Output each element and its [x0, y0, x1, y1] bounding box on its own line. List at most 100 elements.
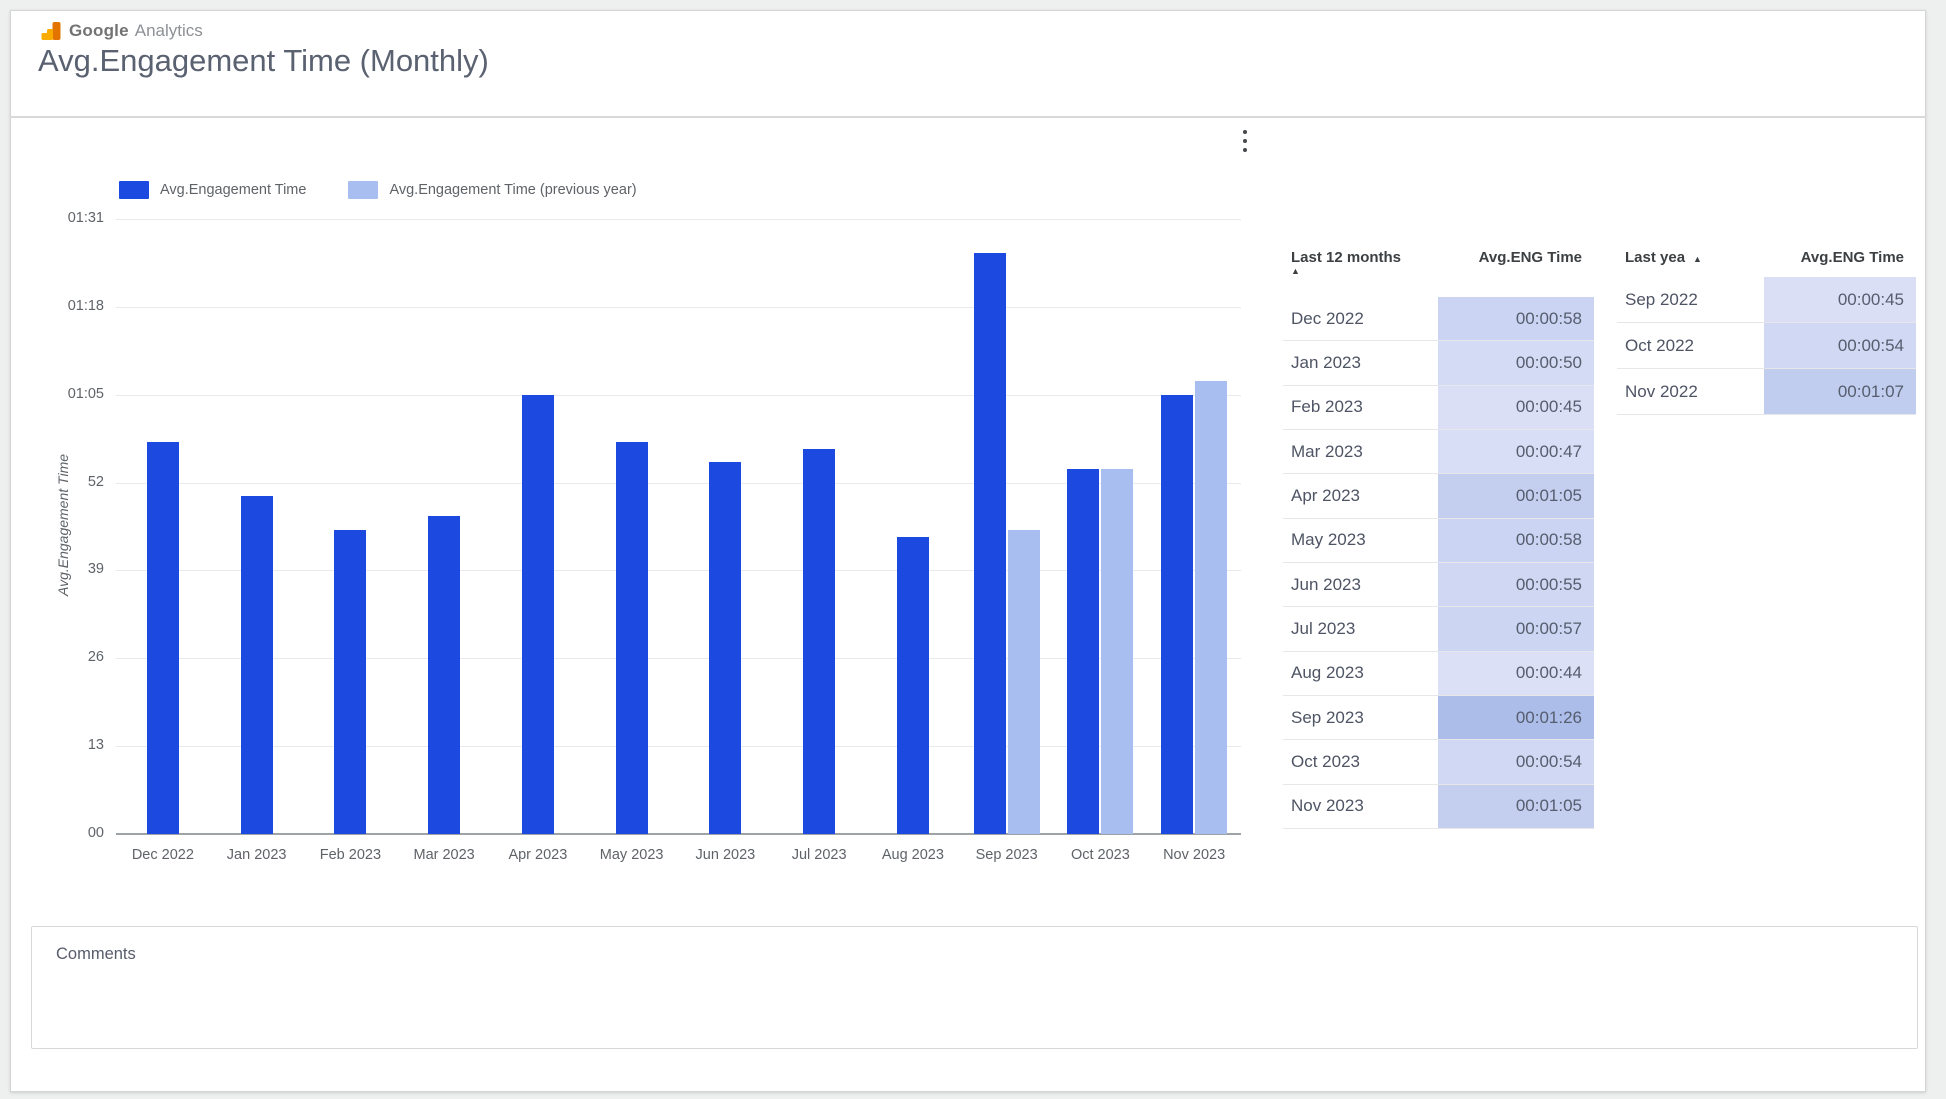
bar-current[interactable] — [146, 442, 179, 834]
kebab-dot — [1243, 130, 1247, 134]
engagement-time-cell: 00:01:05 — [1438, 784, 1594, 828]
x-axis-label: Jun 2023 — [695, 847, 756, 863]
engagement-time-cell: 00:01:26 — [1438, 695, 1594, 740]
x-axis-label: Nov 2023 — [1163, 847, 1226, 863]
y-axis-tick-label: 26 — [87, 649, 104, 666]
engagement-time-cell: 00:00:45 — [1438, 385, 1594, 429]
month-cell: Nov 2023 — [1291, 796, 1364, 816]
table-header-row: Last yea ▲ Avg.ENG Time — [1617, 249, 1916, 277]
x-axis-label: May 2023 — [599, 847, 664, 863]
engagement-time-cell: 00:00:58 — [1438, 297, 1594, 341]
header-divider — [11, 116, 1925, 118]
x-axis-label: Dec 2022 — [131, 847, 194, 863]
y-axis-tick-label: 01:31 — [67, 210, 104, 226]
bar-current[interactable] — [803, 448, 836, 834]
chart-plot-area: 00 13 26 39 52 01:05 01:18 01:31 Dec 2022 Jan 202… — [68, 210, 1241, 863]
y-axis-tick-label: 52 — [87, 473, 104, 490]
chart-legend: Avg.Engagement Time Avg.Engagement Time (… — [119, 181, 637, 199]
kebab-dot — [1243, 139, 1247, 143]
gridline — [116, 482, 1241, 484]
legend-item: Avg.Engagement Time (previous year) — [348, 181, 637, 199]
bar-current[interactable] — [709, 462, 742, 834]
table-row: May 2023 00:00:58 — [1283, 518, 1594, 563]
bar-current[interactable] — [334, 529, 367, 834]
legend-label: Avg.Engagement Time (previous year) — [389, 182, 637, 198]
legend-swatch — [119, 181, 149, 199]
month-cell: Apr 2023 — [1291, 485, 1360, 505]
month-cell: Oct 2023 — [1291, 751, 1360, 771]
engagement-time-cell: 00:00:54 — [1764, 323, 1916, 368]
kebab-dot — [1243, 148, 1247, 152]
value-column-header[interactable]: Avg.ENG Time — [1478, 249, 1582, 266]
engagement-time-cell: 00:00:54 — [1438, 740, 1594, 784]
table-row: Mar 2023 00:00:47 — [1283, 429, 1594, 475]
bar-current[interactable] — [1067, 469, 1100, 834]
report-card: Google Analytics Avg.Engagement Time (Mo… — [10, 10, 1926, 1092]
sort-ascending-icon: ▲ — [1693, 254, 1702, 264]
table-row: Dec 2022 00:00:58 — [1283, 297, 1594, 342]
engagement-time-cell: 00:01:05 — [1438, 474, 1594, 518]
legend-swatch — [348, 181, 379, 199]
y-axis-tick-label: 39 — [87, 561, 104, 578]
data-table: Last 12 months ▲ Avg.ENG Time Dec 2022 00:00… — [1283, 249, 1594, 829]
gridline — [116, 219, 1241, 220]
bar-current[interactable] — [896, 536, 929, 834]
month-cell: Aug 2023 — [1291, 663, 1364, 683]
month-cell: Jun 2023 — [1291, 574, 1361, 594]
engagement-time-cell: 00:00:50 — [1438, 341, 1594, 385]
month-cell: Jan 2023 — [1291, 352, 1361, 372]
sort-column-header[interactable]: Last 12 months ▲ — [1283, 249, 1438, 277]
engagement-time-cell: 00:01:07 — [1764, 369, 1916, 414]
value-column-header[interactable]: Avg.ENG Time — [1800, 249, 1904, 266]
engagement-time-cell: 00:00:44 — [1438, 651, 1594, 695]
gridline — [116, 746, 1241, 748]
table-header-row: Last 12 months ▲ Avg.ENG Time — [1283, 249, 1594, 297]
x-axis-label: Mar 2023 — [413, 847, 475, 863]
table-row: Jan 2023 00:00:50 — [1283, 341, 1594, 386]
y-axis-tick-label: 01:18 — [67, 297, 104, 314]
y-axis-tick-label: 01:05 — [67, 385, 104, 402]
month-cell: Feb 2023 — [1291, 397, 1363, 417]
x-axis-label: Aug 2023 — [881, 847, 944, 863]
table-row: Nov 2023 00:01:05 — [1283, 784, 1594, 829]
bar-current[interactable] — [1161, 394, 1194, 834]
month-cell: Mar 2023 — [1291, 441, 1363, 461]
more-options-button[interactable] — [1229, 117, 1261, 165]
month-cell: Dec 2022 — [1291, 308, 1364, 328]
month-cell: Sep 2022 — [1625, 289, 1698, 309]
gridline — [116, 570, 1241, 572]
x-axis-label: Apr 2023 — [508, 847, 568, 863]
x-axis-label: Oct 2023 — [1070, 847, 1130, 863]
bar-previous-year[interactable] — [1007, 529, 1040, 834]
page-title: Avg.Engagement Time (Monthly) — [38, 43, 489, 78]
table-row: Jun 2023 00:00:55 — [1283, 562, 1594, 608]
bar-current[interactable] — [240, 496, 273, 834]
month-cell: Jul 2023 — [1291, 618, 1356, 638]
sort-column-header[interactable]: Last yea ▲ — [1625, 249, 1702, 266]
comments-box[interactable]: Comments — [31, 926, 1918, 1049]
brand: Google Analytics — [39, 19, 203, 43]
y-axis-tick-label: 13 — [87, 737, 104, 754]
sort-ascending-icon: ▲ — [1291, 266, 1300, 276]
table-row: Nov 2022 00:01:07 — [1617, 369, 1916, 415]
bar-current[interactable] — [521, 394, 554, 834]
table-row: Sep 2023 00:01:26 — [1283, 695, 1594, 741]
bar-current[interactable] — [615, 442, 648, 834]
bar-previous-year[interactable] — [1101, 469, 1134, 834]
bar-previous-year[interactable] — [1195, 381, 1228, 834]
engagement-time-cell: 00:00:55 — [1438, 562, 1594, 607]
x-axis-label: Jan 2023 — [226, 847, 287, 863]
table-row: Apr 2023 00:01:05 — [1283, 474, 1594, 519]
bar-current[interactable] — [973, 252, 1006, 834]
x-axis-line — [116, 833, 1241, 835]
legend-item: Avg.Engagement Time — [119, 181, 306, 199]
table-row: Feb 2023 00:00:45 — [1283, 385, 1594, 430]
gridline — [116, 394, 1241, 396]
engagement-time-cell: 00:00:57 — [1438, 607, 1594, 651]
data-table: Last yea ▲ Avg.ENG Time Sep 2022 00:00:45 Oct… — [1617, 249, 1916, 415]
comments-placeholder: Comments — [56, 945, 136, 963]
table-row: Oct 2022 00:00:54 — [1617, 323, 1916, 369]
gridline — [116, 658, 1241, 660]
bar-current[interactable] — [428, 516, 461, 834]
